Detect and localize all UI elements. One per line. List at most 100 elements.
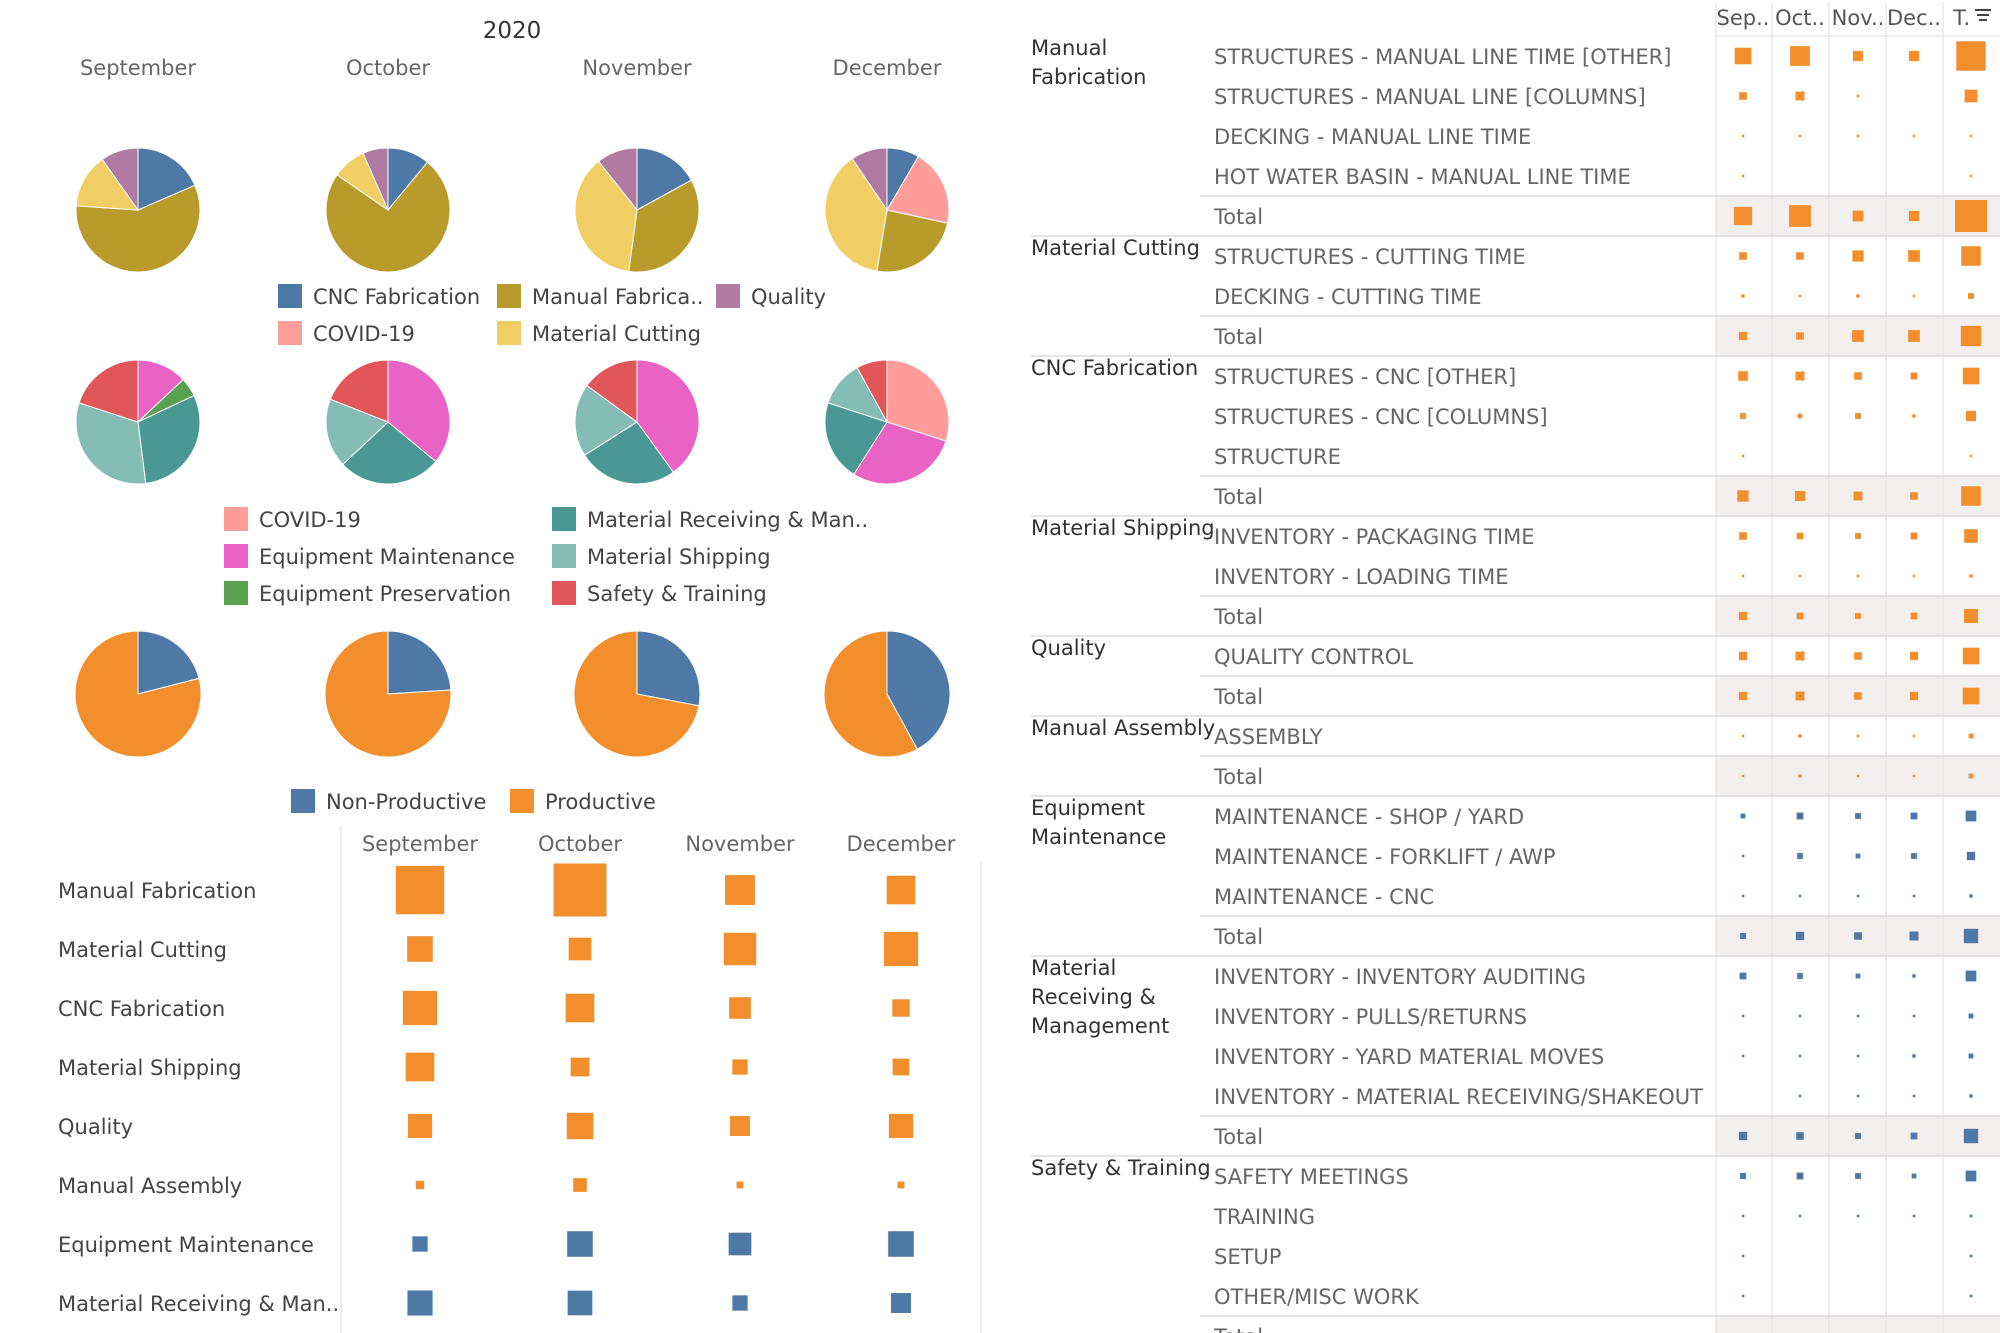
- pie-september[interactable]: [75, 147, 201, 273]
- pie-october[interactable]: [325, 147, 451, 273]
- matrix-square[interactable]: [402, 990, 438, 1026]
- detail-square[interactable]: [1798, 1014, 1802, 1018]
- detail-square[interactable]: [1910, 812, 1918, 820]
- detail-square[interactable]: [1854, 372, 1862, 380]
- detail-square[interactable]: [1796, 252, 1804, 260]
- matrix-square[interactable]: [732, 1059, 748, 1075]
- detail-square[interactable]: [1796, 612, 1804, 620]
- pie-slice-manual-fabrication[interactable]: [876, 209, 949, 273]
- pie-september[interactable]: [75, 359, 201, 485]
- pie-november[interactable]: [573, 630, 701, 758]
- detail-square[interactable]: [1798, 774, 1802, 778]
- detail-square[interactable]: [1956, 41, 1986, 71]
- detail-square[interactable]: [1798, 734, 1802, 738]
- detail-square[interactable]: [1741, 1014, 1745, 1018]
- detail-square[interactable]: [1911, 1173, 1917, 1179]
- detail-square[interactable]: [1798, 1054, 1802, 1058]
- detail-square[interactable]: [1737, 490, 1749, 502]
- detail-square[interactable]: [1795, 91, 1805, 101]
- detail-square[interactable]: [1912, 574, 1916, 578]
- legend-item-covid-19[interactable]: COVID-19: [224, 507, 361, 532]
- detail-square[interactable]: [1855, 1133, 1861, 1139]
- pie-slice-material-shipping[interactable]: [75, 402, 147, 485]
- detail-square[interactable]: [1741, 574, 1745, 578]
- detail-square[interactable]: [1739, 252, 1747, 260]
- detail-square[interactable]: [1738, 651, 1748, 661]
- matrix-square[interactable]: [553, 863, 607, 917]
- detail-square[interactable]: [1909, 691, 1919, 701]
- detail-square[interactable]: [1738, 611, 1748, 621]
- matrix-square[interactable]: [732, 1295, 748, 1311]
- pie-slice-material-receiving[interactable]: [137, 394, 201, 485]
- detail-square[interactable]: [1741, 894, 1745, 898]
- pie-slice-equipment-maintenance[interactable]: [853, 421, 947, 485]
- detail-square[interactable]: [1796, 1172, 1804, 1180]
- matrix-square[interactable]: [567, 1231, 593, 1257]
- detail-square[interactable]: [1796, 812, 1804, 820]
- detail-square[interactable]: [1741, 734, 1745, 738]
- pie-slice-quality[interactable]: [362, 147, 389, 211]
- detail-square[interactable]: [1908, 210, 1920, 222]
- detail-square[interactable]: [1734, 47, 1752, 65]
- matrix-square[interactable]: [412, 1236, 428, 1252]
- pie-slice-safety-training[interactable]: [586, 359, 638, 423]
- detail-square[interactable]: [1798, 894, 1802, 898]
- pie-slice-material-receiving[interactable]: [824, 402, 888, 476]
- detail-square[interactable]: [1738, 371, 1748, 381]
- legend-item-material-cutting[interactable]: Material Cutting: [497, 321, 701, 346]
- detail-square[interactable]: [1912, 1094, 1916, 1098]
- detail-square[interactable]: [1852, 330, 1864, 342]
- detail-square[interactable]: [1912, 894, 1916, 898]
- pie-slice-material-cutting[interactable]: [75, 158, 140, 211]
- detail-square[interactable]: [1738, 331, 1748, 341]
- matrix-square[interactable]: [405, 1052, 435, 1082]
- detail-square[interactable]: [1798, 134, 1802, 138]
- detail-square[interactable]: [1965, 970, 1977, 982]
- detail-square[interactable]: [1741, 1254, 1745, 1258]
- detail-square[interactable]: [1912, 1014, 1916, 1018]
- detail-square[interactable]: [1912, 1054, 1916, 1058]
- detail-square[interactable]: [1910, 1132, 1918, 1140]
- pie-slice-quality[interactable]: [101, 147, 139, 212]
- detail-square[interactable]: [1855, 1173, 1861, 1179]
- detail-square[interactable]: [1852, 250, 1864, 262]
- detail-square[interactable]: [1856, 1054, 1860, 1058]
- detail-square[interactable]: [1856, 1214, 1860, 1218]
- detail-square[interactable]: [1968, 1053, 1974, 1059]
- pie-slice-material-receiving[interactable]: [342, 421, 437, 485]
- detail-square[interactable]: [1795, 371, 1805, 381]
- pie-slice-material-shipping[interactable]: [325, 398, 389, 466]
- detail-square[interactable]: [1856, 574, 1860, 578]
- detail-square[interactable]: [1912, 774, 1916, 778]
- matrix-square[interactable]: [891, 1293, 911, 1313]
- pie-slice-covid-19[interactable]: [886, 155, 950, 224]
- detail-square[interactable]: [1798, 294, 1802, 298]
- detail-square[interactable]: [1740, 413, 1746, 419]
- detail-square[interactable]: [1912, 134, 1916, 138]
- legend-item-manual-fabrica[interactable]: Manual Fabrica..: [497, 284, 704, 309]
- detail-square[interactable]: [1969, 1294, 1973, 1298]
- detail-square[interactable]: [1741, 1214, 1745, 1218]
- pie-slice-productive[interactable]: [573, 630, 700, 758]
- detail-square[interactable]: [1854, 932, 1862, 940]
- detail-square[interactable]: [1733, 206, 1753, 226]
- pie-november[interactable]: [574, 147, 700, 273]
- detail-square[interactable]: [1740, 813, 1746, 819]
- detail-square[interactable]: [1966, 851, 1976, 861]
- detail-square[interactable]: [1908, 330, 1920, 342]
- detail-square[interactable]: [1912, 414, 1916, 418]
- pie-slice-non-productive[interactable]: [886, 630, 951, 750]
- detail-square[interactable]: [1852, 210, 1864, 222]
- detail-square[interactable]: [1910, 612, 1918, 620]
- detail-square[interactable]: [1964, 529, 1978, 543]
- detail-square[interactable]: [1968, 1013, 1974, 1019]
- legend-item-material-receiving-man[interactable]: Material Receiving & Man..: [552, 507, 868, 532]
- matrix-square[interactable]: [566, 1112, 594, 1140]
- detail-square[interactable]: [1965, 410, 1977, 422]
- detail-square[interactable]: [1965, 1170, 1977, 1182]
- pie-december[interactable]: [824, 359, 950, 485]
- detail-square[interactable]: [1964, 609, 1978, 623]
- pie-slice-manual-fabrication[interactable]: [75, 184, 201, 273]
- detail-square[interactable]: [1960, 325, 1982, 347]
- detail-square[interactable]: [1910, 372, 1918, 380]
